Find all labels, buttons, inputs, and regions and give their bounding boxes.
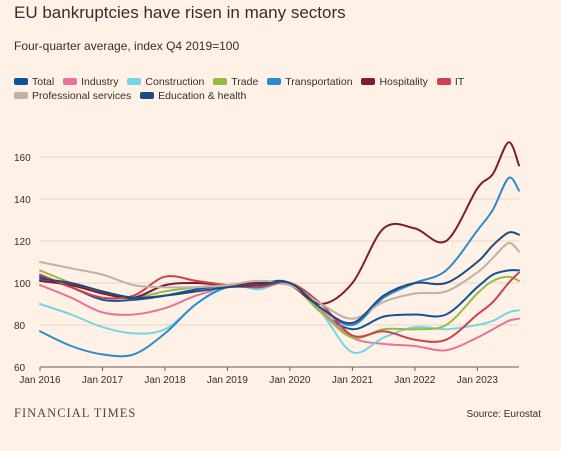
- legend-label: Industry: [81, 76, 119, 88]
- legend-item-hospitality: Hospitality: [361, 76, 428, 89]
- x-tick-label: Jan 2016: [19, 375, 61, 386]
- y-tick-label: 80: [14, 321, 26, 332]
- legend-label: IT: [454, 76, 465, 88]
- x-tick-label: Jan 2022: [394, 375, 436, 386]
- y-tick-label: 100: [14, 279, 31, 290]
- legend-item-industry: Industry: [63, 76, 118, 89]
- series-line-total: [39, 269, 520, 331]
- legend-swatch: [127, 78, 142, 85]
- line-chart: 60 80 100 120 140 160 Jan 2016 Jan 2017 Jan 2018…: [14, 141, 520, 386]
- chart-legend: Total Industry Construction Trade Transp…: [14, 76, 544, 104]
- legend-label: Education & health: [158, 90, 247, 102]
- x-tick-label: Jan 2020: [269, 375, 311, 386]
- chart-title: EU bankruptcies have risen in many secto…: [14, 3, 346, 22]
- x-tick-label: Jan 2021: [332, 375, 374, 386]
- legend-swatch: [213, 78, 228, 85]
- legend-item-transportation: Transportation: [267, 76, 353, 89]
- legend-label: Construction: [145, 76, 205, 88]
- legend-label: Hospitality: [379, 76, 428, 88]
- legend-swatch: [140, 92, 155, 99]
- legend-item-trade: Trade: [213, 76, 258, 89]
- legend-row-2: Professional services Education & health: [14, 90, 544, 103]
- legend-item-it: IT: [436, 76, 465, 89]
- legend-item-education-health: Education & health: [140, 90, 246, 103]
- legend-swatch: [436, 78, 451, 85]
- legend-swatch: [267, 78, 282, 85]
- legend-item-total: Total: [14, 76, 54, 89]
- gridlines: [40, 156, 519, 368]
- legend-item-construction: Construction: [127, 76, 204, 89]
- x-tick-label: Jan 2023: [457, 375, 499, 386]
- ft-logo: FINANCIAL TIMES: [14, 406, 137, 420]
- source-note: Source: Eurostat: [466, 409, 541, 420]
- y-tick-label: 60: [14, 363, 26, 374]
- legend-swatch: [14, 78, 28, 85]
- axes: 60 80 100 120 140 160 Jan 2016 Jan 2017 Jan 2018…: [14, 153, 498, 386]
- legend-label: Professional services: [32, 90, 132, 102]
- chart-subtitle: Four-quarter average, index Q4 2019=100: [14, 39, 240, 53]
- legend-item-professional-services: Professional services: [14, 90, 131, 103]
- y-tick-label: 140: [14, 195, 31, 206]
- y-tick-label: 160: [14, 153, 31, 164]
- legend-label: Transportation: [285, 76, 353, 88]
- series-lines: [39, 141, 520, 358]
- legend-swatch: [63, 78, 78, 85]
- x-tick-label: Jan 2017: [82, 375, 124, 386]
- legend-row-1: Total Industry Construction Trade Transp…: [14, 76, 544, 89]
- legend-swatch: [14, 92, 28, 99]
- y-tick-label: 120: [14, 237, 31, 248]
- x-tick-label: Jan 2018: [144, 375, 186, 386]
- x-tick-label: Jan 2019: [207, 375, 249, 386]
- legend-label: Trade: [231, 76, 259, 88]
- series-line-education-health: [39, 231, 520, 325]
- legend-label: Total: [32, 76, 55, 88]
- series-line-it: [39, 271, 520, 343]
- legend-swatch: [361, 78, 376, 85]
